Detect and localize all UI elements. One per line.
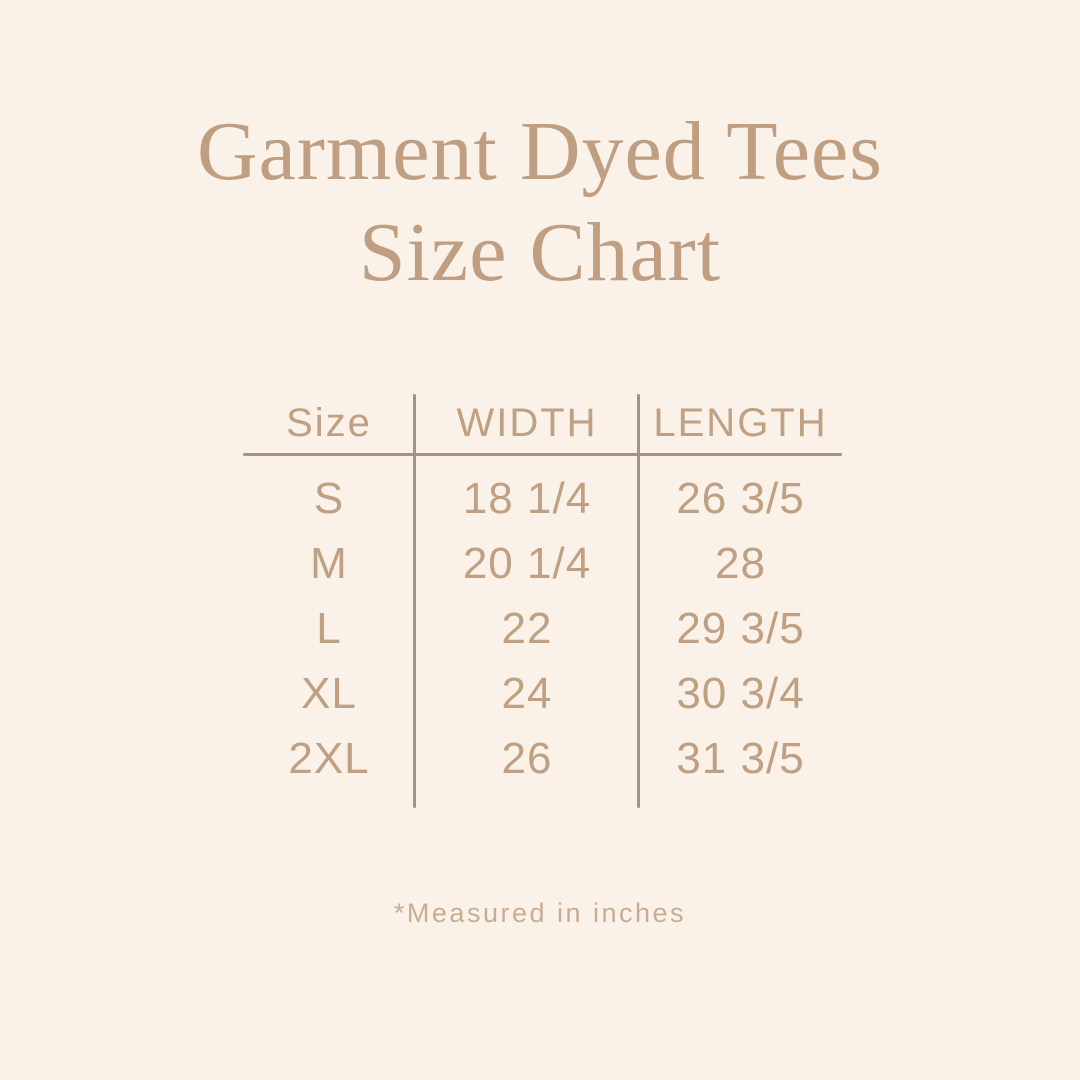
- length-value: 31 3/5: [676, 733, 805, 783]
- table-header-row: Size WIDTH LENGTH: [243, 394, 842, 453]
- width-value: 22: [501, 603, 553, 653]
- table-row: S 18 1/4 26 3/5: [243, 466, 842, 531]
- column-header-width: WIDTH: [456, 401, 598, 445]
- table-body: S 18 1/4 26 3/5 M 20 1/4 28 L 22 29 3/5 …: [243, 453, 842, 791]
- table-header-rule: [243, 453, 842, 456]
- length-value: 28: [715, 538, 766, 588]
- page-title-line2: Size Chart: [358, 205, 722, 299]
- size-table: Size WIDTH LENGTH S 18 1/4 26 3/5 M 20 1…: [243, 394, 842, 808]
- size-label: XL: [301, 668, 357, 718]
- table-row: XL 24 30 3/4: [243, 661, 842, 726]
- column-header-length: LENGTH: [653, 401, 828, 445]
- column-header-size: Size: [286, 401, 372, 445]
- table-vertical-divider-1: [413, 394, 416, 808]
- width-value: 20 1/4: [462, 538, 592, 588]
- page-title: Garment Dyed Tees Size Chart: [0, 102, 1080, 304]
- table-row: M 20 1/4 28: [243, 531, 842, 596]
- length-value: 26 3/5: [676, 473, 805, 523]
- page-title-line1: Garment Dyed Tees: [196, 105, 883, 198]
- measurement-footnote: *Measured in inches: [393, 898, 687, 928]
- width-value: 26: [501, 733, 553, 783]
- size-label: L: [316, 603, 342, 653]
- width-value: 24: [501, 668, 553, 718]
- size-label: S: [313, 473, 345, 523]
- length-value: 29 3/5: [676, 603, 805, 653]
- table-vertical-divider-2: [637, 394, 640, 808]
- table-row: L 22 29 3/5: [243, 596, 842, 661]
- table-row: 2XL 26 31 3/5: [243, 726, 842, 791]
- size-label: 2XL: [288, 733, 370, 783]
- width-value: 18 1/4: [462, 473, 592, 523]
- length-value: 30 3/4: [676, 668, 805, 718]
- size-label: M: [310, 538, 348, 588]
